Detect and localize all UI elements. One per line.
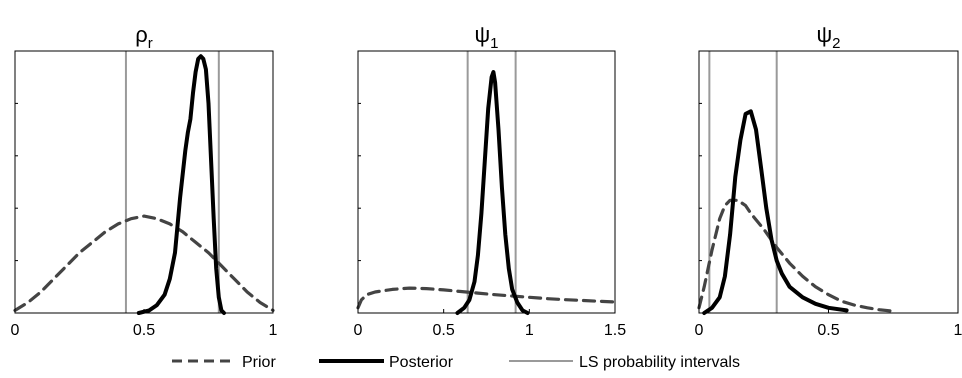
panel-title: ψ1 <box>474 22 498 52</box>
posterior-curve <box>455 70 530 315</box>
prior-curve <box>356 286 617 310</box>
posterior-curve <box>702 109 849 315</box>
panel-title-symbol: ψ <box>816 22 832 47</box>
panel-title-subscript: 1 <box>490 35 498 52</box>
legend-interval-label: LS probability intervals <box>579 354 740 371</box>
posterior-curve <box>136 54 226 315</box>
x-tick-label: 0.5 <box>133 322 155 339</box>
axes-frame <box>14 50 274 314</box>
x-tick-label: 1 <box>269 322 278 339</box>
prior-curve <box>13 214 275 312</box>
axes-frame <box>357 50 616 314</box>
axes-frame <box>698 50 959 314</box>
panel-title: ψ2 <box>816 22 840 52</box>
panel-2: 0 0.5 1 1.5ψ1 <box>354 22 627 339</box>
panel-title-subscript: 2 <box>832 35 840 52</box>
x-tick-label: 1 <box>954 322 962 339</box>
x-tick-label: 0.5 <box>433 322 455 339</box>
x-tick-label: 0 <box>11 322 20 339</box>
x-tick-label: 1.5 <box>604 322 626 339</box>
panel-title: ρr <box>135 22 153 52</box>
x-tick-label: 0.5 <box>817 322 839 339</box>
x-tick-label: 0 <box>695 322 704 339</box>
panel-title-symbol: ψ <box>474 22 490 47</box>
panel-3: 0 0.5 1 ψ2 <box>695 22 962 339</box>
legend: Prior Posterior LS probability intervals <box>172 354 740 371</box>
panel-title-symbol: ρ <box>135 22 148 47</box>
legend-prior-label: Prior <box>242 354 276 371</box>
panel-1: 0 0.5 1 ρr <box>11 22 278 339</box>
panel-title-subscript: r <box>148 35 153 52</box>
x-tick-label: 1 <box>525 322 534 339</box>
x-tick-label: 0 <box>354 322 363 339</box>
legend-posterior-label: Posterior <box>389 354 454 371</box>
